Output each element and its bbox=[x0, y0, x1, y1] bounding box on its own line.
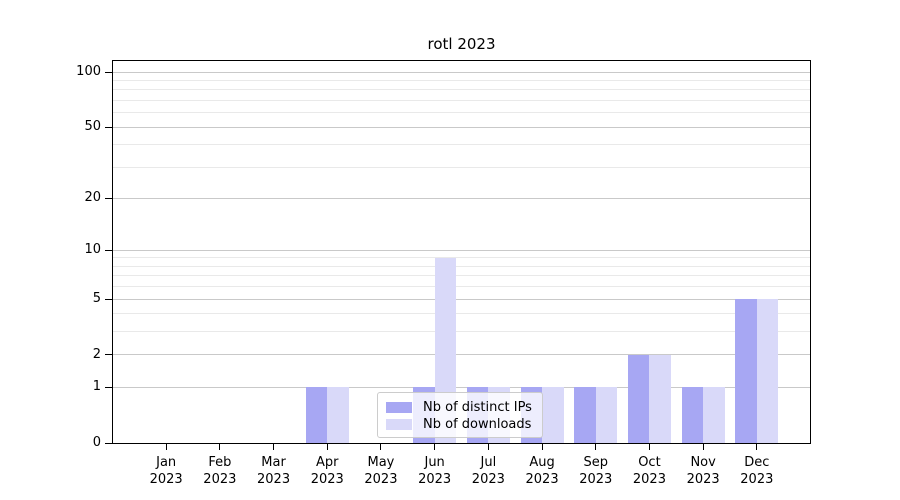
x-tick bbox=[165, 443, 167, 450]
x-tick bbox=[648, 443, 650, 450]
x-tick bbox=[219, 443, 221, 450]
y-tick-label: 0 bbox=[92, 435, 101, 450]
y-tick bbox=[105, 126, 112, 128]
minor-gridline bbox=[113, 275, 810, 277]
x-tick-label: Jun 2023 bbox=[418, 455, 452, 487]
bar-distinct-ips bbox=[735, 299, 757, 443]
major-gridline bbox=[113, 386, 810, 388]
x-tick-label: Apr 2023 bbox=[310, 455, 344, 487]
x-tick-label: Mar 2023 bbox=[257, 455, 291, 487]
x-tick-label: Aug 2023 bbox=[525, 455, 559, 487]
major-gridline bbox=[113, 298, 810, 300]
minor-gridline bbox=[113, 286, 810, 288]
y-tick-label: 20 bbox=[84, 190, 101, 206]
y-tick-label: 50 bbox=[84, 119, 101, 135]
major-gridline bbox=[113, 197, 810, 199]
major-gridline bbox=[113, 71, 810, 73]
bar-distinct-ips bbox=[305, 387, 328, 443]
legend-label-downloads: Nb of downloads bbox=[423, 416, 532, 432]
minor-gridline bbox=[113, 257, 810, 259]
x-tick bbox=[487, 443, 489, 450]
x-tick-label: Sep 2023 bbox=[579, 455, 613, 487]
y-tick bbox=[105, 354, 112, 356]
x-tick-label: Dec 2023 bbox=[740, 455, 774, 487]
major-gridline bbox=[113, 354, 810, 356]
plot-area: 0 1 2 5 10 20 50 100 Jan 2023 Feb 2023 Mar 2023 Apr… bbox=[76, 60, 811, 487]
bar-distinct-ips bbox=[681, 387, 704, 443]
legend: Nb of distinct IPs Nb of downloads bbox=[377, 392, 543, 438]
minor-gridline bbox=[113, 144, 810, 146]
x-tick-label: Jul 2023 bbox=[471, 455, 505, 487]
x-tick-label: Feb 2023 bbox=[203, 455, 237, 487]
bar-downloads bbox=[703, 387, 725, 443]
bar-distinct-ips bbox=[574, 387, 596, 443]
y-tick-label: 5 bbox=[92, 291, 101, 306]
y-tick bbox=[105, 442, 112, 444]
minor-gridline bbox=[113, 112, 810, 114]
minor-gridline bbox=[113, 331, 810, 333]
y-tick-label: 2 bbox=[92, 346, 101, 362]
y-tick-label: 1 bbox=[92, 379, 101, 395]
y-tick bbox=[105, 298, 112, 300]
minor-gridline bbox=[113, 80, 810, 81]
x-tick-label: Oct 2023 bbox=[632, 455, 666, 487]
x-tick bbox=[541, 443, 543, 450]
legend-label-distinct-ips: Nb of distinct IPs bbox=[423, 399, 532, 415]
bar-distinct-ips bbox=[627, 354, 650, 443]
minor-gridline bbox=[113, 313, 810, 315]
legend-item-distinct-ips: Nb of distinct IPs bbox=[386, 399, 534, 415]
bar-downloads bbox=[542, 387, 564, 443]
minor-gridline bbox=[113, 89, 810, 91]
x-tick bbox=[756, 443, 758, 450]
y-tick bbox=[105, 71, 112, 73]
chart-title: rotl 2023 bbox=[427, 35, 496, 53]
legend-swatch-downloads bbox=[386, 418, 412, 430]
legend-swatch-distinct-ips bbox=[386, 401, 412, 413]
x-tick bbox=[702, 443, 704, 450]
x-tick-label: Nov 2023 bbox=[686, 455, 720, 487]
x-tick bbox=[326, 443, 328, 450]
bar-downloads bbox=[327, 387, 349, 443]
minor-gridline bbox=[113, 265, 810, 267]
legend-item-downloads: Nb of downloads bbox=[386, 416, 534, 432]
x-tick bbox=[434, 443, 436, 450]
y-tick bbox=[105, 249, 112, 251]
y-tick-label: 10 bbox=[84, 242, 101, 258]
minor-gridline bbox=[113, 99, 810, 101]
major-gridline bbox=[113, 249, 810, 251]
bar-downloads bbox=[649, 354, 671, 443]
x-tick bbox=[595, 443, 597, 450]
major-gridline bbox=[113, 126, 810, 128]
y-tick bbox=[105, 197, 112, 199]
y-tick-label: 100 bbox=[76, 64, 101, 80]
bar-downloads bbox=[595, 387, 618, 443]
x-tick bbox=[273, 443, 275, 450]
minor-gridline bbox=[113, 166, 810, 168]
x-tick bbox=[380, 443, 382, 450]
x-tick-label: Jan 2023 bbox=[149, 455, 183, 487]
x-tick-label: May 2023 bbox=[364, 455, 398, 487]
y-tick bbox=[105, 386, 112, 388]
bar-downloads bbox=[756, 299, 779, 443]
